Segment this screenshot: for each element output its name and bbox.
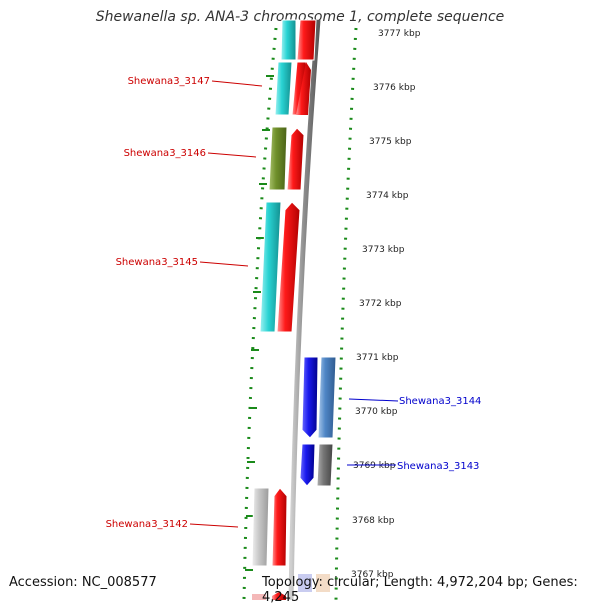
gene-label: Shewana3_3142 — [106, 519, 188, 530]
left-tick-ring — [242, 27, 278, 600]
scale-label: 3767 kbp — [351, 570, 394, 580]
scale-label: 3771 kbp — [356, 353, 399, 363]
scale-label: 3768 kbp — [352, 516, 395, 526]
gene-label: Shewana3_3143 — [397, 461, 479, 472]
scale-labels: 3777 kbp 3776 kbp 3775 kbp 3774 kbp 3773… — [351, 29, 421, 580]
gene-label: Shewana3_3145 — [116, 257, 198, 268]
cds-shewana3-3142 — [251, 487, 288, 567]
accession-text: Accession: NC_008577 — [9, 575, 157, 590]
cds-shewana3-3146 — [268, 126, 305, 191]
map-title: Shewanella sp. ANA-3 chromosome 1, compl… — [95, 9, 505, 25]
cds-shewana3-3145 — [259, 201, 301, 333]
cds-bottom-partial — [252, 574, 330, 600]
scale-label: 3777 kbp — [378, 29, 421, 39]
cds-shewana3-3144 — [301, 356, 337, 439]
scale-label: 3775 kbp — [369, 137, 412, 147]
scale-label: 3776 kbp — [373, 83, 416, 93]
gene-label: Shewana3_3146 — [124, 148, 206, 159]
cds-top-partial — [280, 19, 317, 61]
gene-label: Shewana3_3147 — [128, 76, 210, 87]
scale-label: 3769 kbp — [353, 461, 396, 471]
topology-text: Topology: circular; Length: 4,972,204 bp… — [262, 575, 578, 605]
left-major-ticks — [245, 75, 274, 571]
leader-lines — [189, 80, 399, 528]
genome-backbone — [288, 19, 321, 600]
gene-label: Shewana3_3144 — [399, 396, 481, 407]
scale-label: 3770 kbp — [355, 407, 398, 417]
cds-shewana3-3147 — [274, 61, 311, 116]
scale-label: 3774 kbp — [366, 191, 409, 201]
scale-label: 3772 kbp — [359, 299, 402, 309]
right-tick-ring — [334, 27, 358, 600]
scale-label: 3773 kbp — [362, 245, 405, 255]
cds-shewana3-3143 — [299, 443, 334, 487]
